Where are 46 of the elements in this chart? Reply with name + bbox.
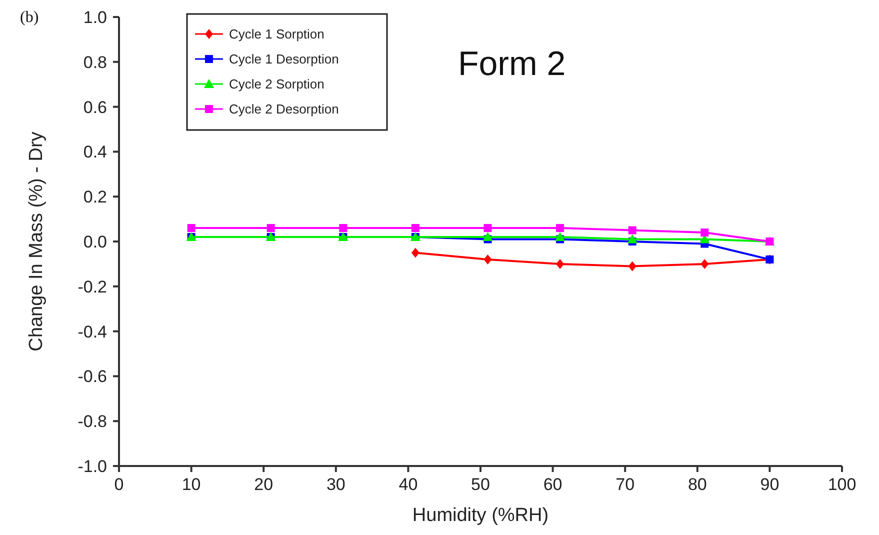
- x-axis-title: Humidity (%RH): [412, 505, 549, 526]
- y-tick-label: 0.8: [83, 52, 107, 72]
- point: [482, 232, 493, 242]
- legend-label: Cycle 1 Sorption: [229, 26, 324, 42]
- y-tick-label: -0.4: [78, 322, 107, 342]
- text: (b): [20, 9, 39, 26]
- point: [187, 224, 196, 232]
- y-tick-label: -0.8: [78, 412, 107, 432]
- annotation: Form 2: [458, 45, 566, 83]
- point: [555, 232, 566, 242]
- x-tick-label: 80: [688, 475, 707, 494]
- legend-label: Cycle 2 Desorption: [229, 102, 339, 117]
- x-tick-label: 50: [471, 475, 490, 494]
- y-tick-label: 0.0: [83, 232, 107, 252]
- point: [700, 228, 709, 237]
- point: [339, 224, 348, 232]
- point: [484, 254, 492, 264]
- point: [628, 261, 636, 272]
- point: [556, 224, 564, 232]
- x-tick-label: 60: [543, 475, 562, 494]
- point: [556, 258, 564, 269]
- y-tick-label: 0.4: [83, 142, 107, 162]
- y-tick-label: -1.0: [78, 456, 107, 476]
- x-tick-label: 20: [254, 475, 274, 494]
- point: [628, 226, 636, 234]
- y-tick-label: 0.6: [83, 98, 107, 117]
- point: [700, 258, 709, 269]
- x-tick-label: 40: [398, 475, 418, 494]
- x-tick-label: 30: [326, 475, 346, 494]
- legend-label: Cycle 2 Sorption: [229, 76, 324, 92]
- x-tick-label: 90: [760, 475, 780, 494]
- x-tick-label: 0: [114, 475, 124, 494]
- x-tick-label: 100: [828, 475, 856, 494]
- y-tick-label: -0.2: [78, 277, 107, 296]
- legend-label: Cycle 1 Desorption: [229, 52, 339, 67]
- x-tick-label: 10: [182, 475, 201, 494]
- point: [484, 224, 492, 232]
- y-tick-label: -0.6: [78, 367, 107, 386]
- point: [411, 248, 420, 258]
- y-axis-title: Change In Mass (%) - Dry: [26, 131, 47, 352]
- y-tick-label: 0.2: [83, 188, 107, 207]
- point: [411, 224, 420, 232]
- y-tick-label: 1.0: [83, 8, 107, 27]
- point: [627, 234, 638, 244]
- x-tick-label: 70: [616, 475, 635, 494]
- point: [266, 224, 275, 232]
